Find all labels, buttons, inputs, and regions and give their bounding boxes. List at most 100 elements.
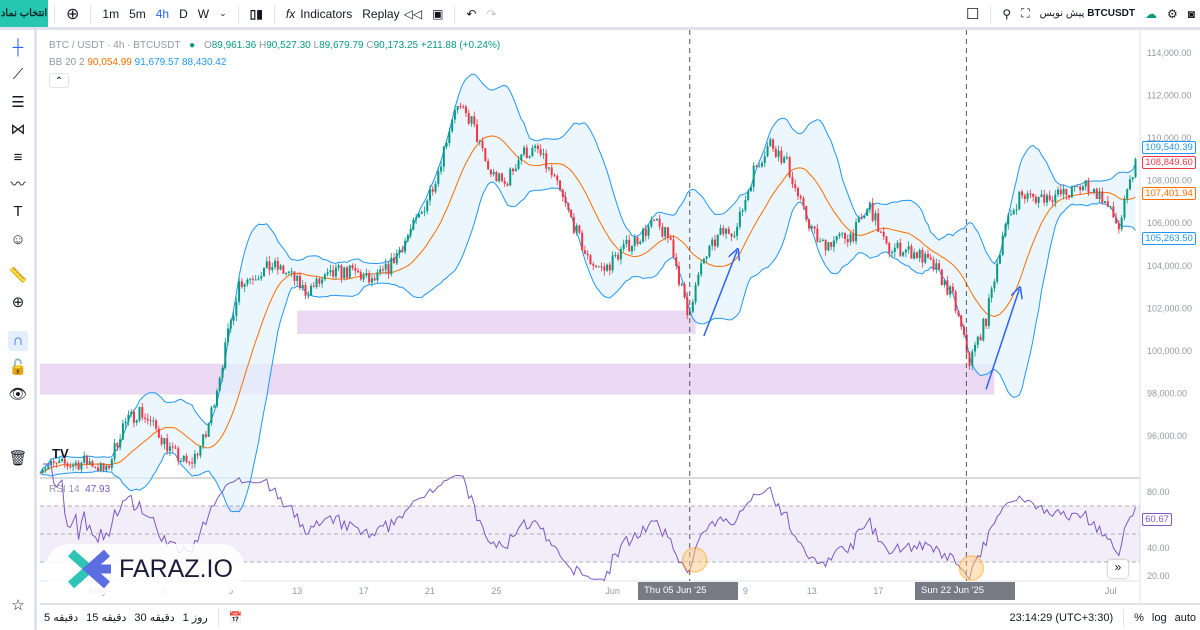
undo-icon[interactable]: ↶ xyxy=(466,6,477,21)
redo-icon[interactable]: ↷ xyxy=(486,6,497,21)
camera-icon[interactable]: ◙ xyxy=(1187,6,1195,21)
percent-toggle[interactable]: % xyxy=(1134,611,1144,624)
candle-body xyxy=(738,211,741,227)
emoji-icon[interactable]: ☺ xyxy=(10,231,26,248)
candle-body xyxy=(238,281,241,302)
range-5m[interactable]: 5 دقیقه xyxy=(44,612,79,624)
candle-body xyxy=(227,328,230,343)
candle-body xyxy=(752,165,755,187)
range-15m[interactable]: 15 دقیقه xyxy=(86,612,127,624)
interval-4h[interactable]: 4h xyxy=(155,6,170,21)
chart-legend: BTC / USDT · 4h · BTCUSDT ● O89,961.36 H… xyxy=(49,37,500,88)
candle-body xyxy=(694,284,697,302)
candle-body xyxy=(951,286,954,292)
candle-body xyxy=(1023,195,1026,199)
path-icon[interactable]: 〰 xyxy=(10,176,26,193)
candle-body xyxy=(741,210,744,212)
interval-w[interactable]: W xyxy=(197,6,210,21)
candle-body xyxy=(503,180,506,184)
interval-1m[interactable]: 1m xyxy=(102,6,120,21)
candle-body xyxy=(805,206,808,220)
indicators-button[interactable]: fx Indicators xyxy=(281,0,357,27)
text-icon[interactable]: T xyxy=(13,203,23,220)
chart-canvas[interactable]: 114,000.00 112,000.00 110,000.00 108,000.00… xyxy=(0,0,1200,603)
candle-body xyxy=(365,273,368,276)
candle-body xyxy=(304,284,307,296)
lock-icon[interactable]: 🔓 xyxy=(8,359,28,376)
candle-body xyxy=(921,250,924,263)
candle-body xyxy=(221,367,224,378)
expand-icon[interactable]: ⛶ xyxy=(1021,6,1030,20)
symbol-name: BTCUSDT xyxy=(1087,8,1135,19)
fib-icon[interactable]: ≡ xyxy=(13,149,23,166)
candle-body xyxy=(860,218,863,220)
candle-body xyxy=(287,271,290,273)
zoom-in-icon[interactable]: ⊕ xyxy=(11,294,25,311)
faraz-wordmark: FARAZ.IO xyxy=(119,554,233,583)
fullscreen-square-icon[interactable]: ☐ xyxy=(965,5,980,23)
quick-search-icon[interactable]: ⚲ xyxy=(1002,6,1012,21)
collapse-legend-button[interactable]: ⌃ xyxy=(49,73,69,88)
scroll-to-realtime-button[interactable]: » xyxy=(1108,560,1128,578)
candle-body xyxy=(55,462,58,464)
candle-body xyxy=(622,243,625,250)
candle-body xyxy=(943,280,946,286)
candle-body xyxy=(678,266,680,285)
add-symbol-icon[interactable]: ⊕ xyxy=(66,5,80,23)
candle-body xyxy=(1004,224,1007,236)
symbol-search-button[interactable]: انتخاب نماد xyxy=(0,0,48,27)
candle-body xyxy=(774,148,777,157)
candles-icon[interactable]: ▯▮ xyxy=(249,6,263,21)
candle-body xyxy=(58,460,61,464)
candle-body xyxy=(885,236,888,244)
candle-body xyxy=(124,421,127,424)
horizontal-lines-icon[interactable]: ☰ xyxy=(11,94,25,111)
candle-body xyxy=(716,234,719,247)
candle-body xyxy=(758,166,761,168)
candle-body xyxy=(199,446,202,456)
range-1d[interactable]: 1 روز xyxy=(182,612,208,624)
candle-body xyxy=(464,106,467,113)
candle-body xyxy=(130,411,133,415)
candle-body xyxy=(1059,189,1062,195)
candle-body xyxy=(810,226,813,229)
candle-body xyxy=(451,119,454,132)
price-tick: 102,000.00 xyxy=(1147,303,1192,313)
log-toggle[interactable]: log xyxy=(1151,611,1167,624)
settings-icon[interactable]: ⚙ xyxy=(1166,6,1178,21)
cloud-save-icon[interactable]: ☁ xyxy=(1144,6,1157,21)
calendar-icon[interactable]: 📅 xyxy=(228,612,243,624)
ruler-icon[interactable]: 📏 xyxy=(8,267,28,284)
candle-body xyxy=(265,261,268,268)
pattern-icon[interactable]: ⋈ xyxy=(10,121,26,138)
magnet-icon[interactable]: ∩ xyxy=(8,331,28,351)
layout-icon[interactable]: ▣ xyxy=(432,6,444,21)
candle-body xyxy=(946,280,949,295)
candle-body xyxy=(80,462,83,470)
candle-body xyxy=(592,264,595,266)
crosshair-icon[interactable]: ┼ xyxy=(12,39,24,56)
candle-body xyxy=(121,423,124,440)
candle-body xyxy=(727,228,730,234)
time-tick: Jun xyxy=(605,586,620,596)
auto-toggle[interactable]: auto xyxy=(1174,611,1196,624)
last-price-tag: 108,849.60 xyxy=(1142,156,1196,169)
candle-body xyxy=(514,168,517,172)
candle-body xyxy=(603,266,606,271)
trend-line-icon[interactable]: ⟋ xyxy=(12,66,24,83)
preview-label[interactable]: BTCUSDT پیش نویس xyxy=(1035,0,1140,27)
replay-button[interactable]: Replay ◁◁ xyxy=(357,0,427,27)
range-30m[interactable]: 30 دقیقه xyxy=(134,612,175,624)
candle-body xyxy=(484,148,487,161)
trash-icon[interactable]: 🗑 xyxy=(8,450,28,467)
interval-5m[interactable]: 5m xyxy=(129,6,146,21)
clock[interactable]: 23:14:29 (UTC+3:30) xyxy=(1009,611,1114,624)
interval-d[interactable]: D xyxy=(179,6,188,21)
candle-body xyxy=(1043,194,1046,203)
chevron-down-icon[interactable]: ⌄ xyxy=(219,8,227,18)
candle-body xyxy=(417,213,420,218)
star-icon[interactable]: ☆ xyxy=(11,597,25,614)
faraz-watermark: FARAZ.IO xyxy=(45,544,245,594)
candle-body xyxy=(329,270,332,273)
eye-icon[interactable]: 👁 xyxy=(8,386,28,403)
